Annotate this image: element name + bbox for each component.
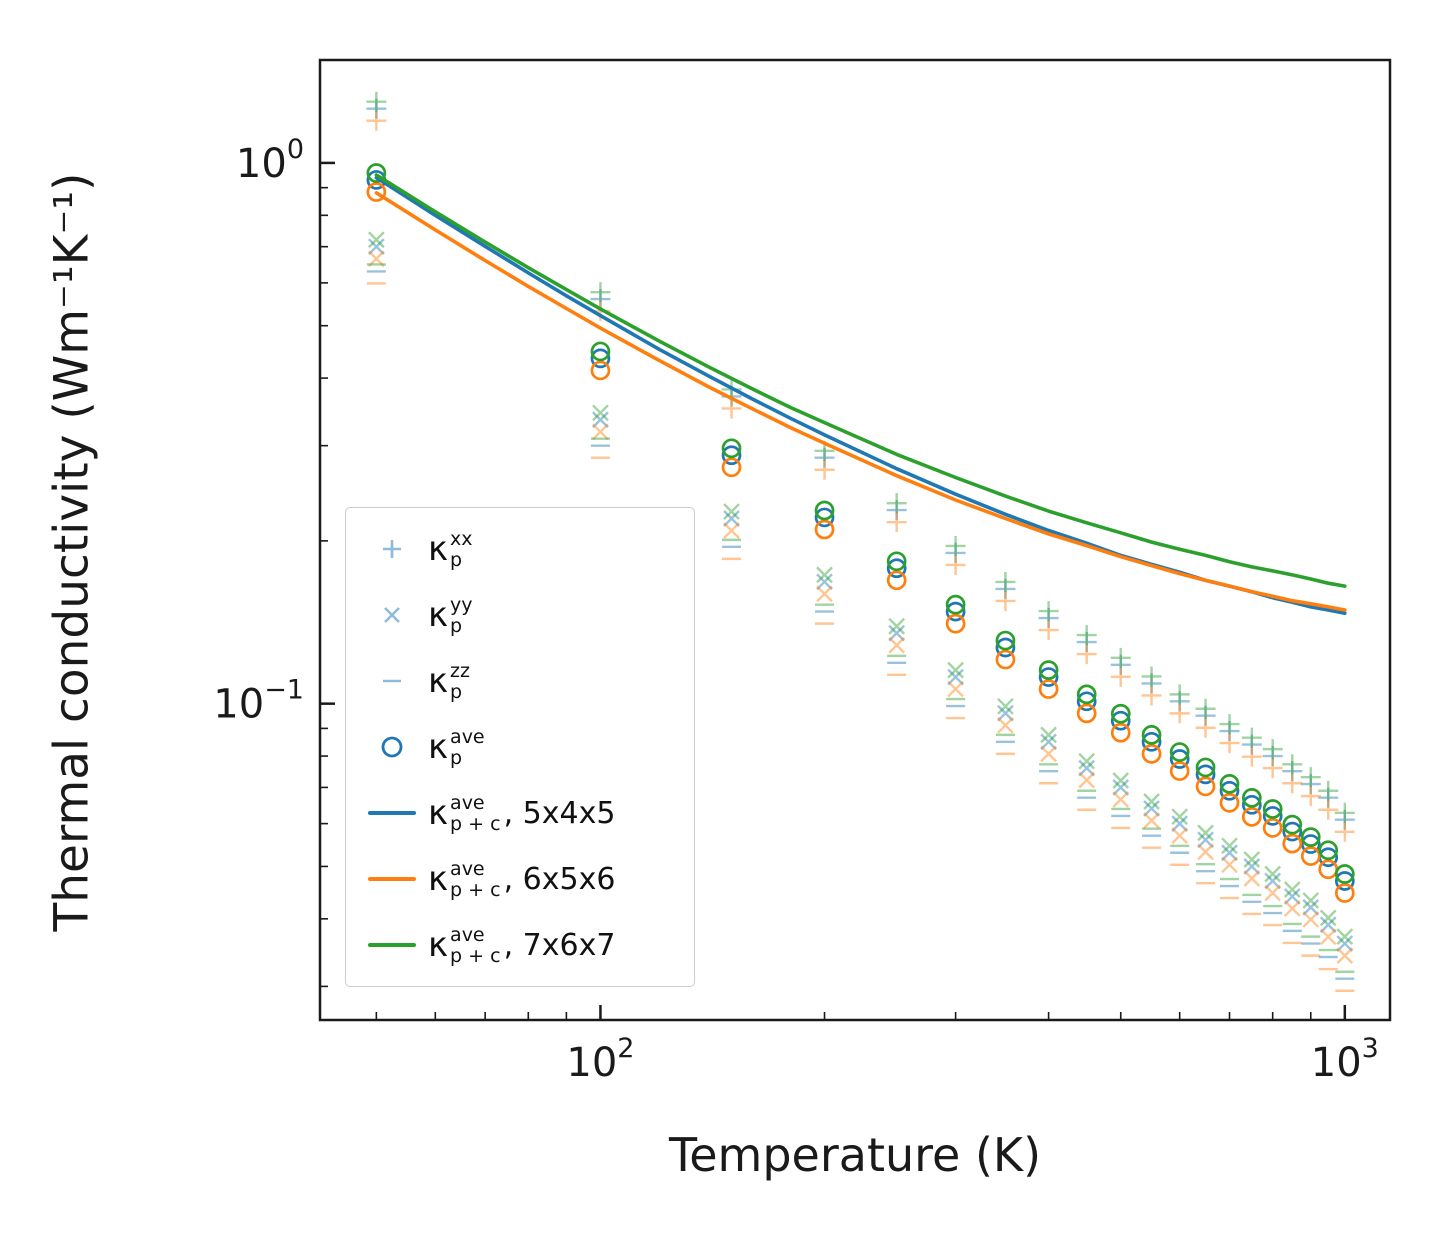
legend-label: κ xx p: [428, 527, 473, 571]
scatter-kappa_p_zz-7x6x7: [366, 263, 1355, 973]
legend-item-line-6x5x6: κ ave p + c, 6x5x6: [364, 852, 676, 906]
scatter-kappa_p_ave-7x6x7: [366, 163, 1355, 884]
orange-line-icon: [368, 877, 416, 881]
legend-label: κ ave p + c, 7x6x7: [428, 923, 616, 967]
legend-item-line-7x6x7: κ ave p + c, 7x6x7: [364, 918, 676, 972]
legend: κ xx p κ yy p κ zz p κ ave p κ ave p + c, 5x4x5: [345, 507, 695, 987]
legend-label: κ zz p: [428, 659, 470, 703]
scatter-kappa_p_zz-6x5x6: [366, 282, 1355, 992]
scatter-kappa_p_yy-7x6x7: [368, 231, 1354, 945]
legend-label: κ ave p + c, 6x5x6: [428, 857, 616, 901]
x-marker-icon: [384, 607, 400, 623]
legend-item-kappa-yy: κ yy p: [364, 588, 676, 642]
legend-item-line-5x4x5: κ ave p + c, 5x4x5: [364, 786, 676, 840]
legend-item-kappa-ave: κ ave p: [364, 720, 676, 774]
y-tick-label: 100: [236, 134, 304, 187]
scatter-kappa_p_xx-6x5x6: [366, 110, 1355, 842]
x-axis-label: Temperature (K): [668, 1128, 1042, 1182]
x-tick-label: 103: [1311, 1033, 1379, 1086]
scatter-kappa_p_yy-5x4x5: [368, 238, 1354, 952]
legend-label: κ yy p: [428, 593, 473, 637]
legend-label: κ ave p: [428, 725, 485, 769]
scatter-kappa_p_xx-7x6x7: [366, 91, 1355, 823]
blue-line-icon: [368, 811, 416, 815]
x-tick-label: 102: [566, 1033, 634, 1086]
plot-border: [318, 58, 1392, 1022]
scatter-kappa_p_ave-6x5x6: [366, 182, 1355, 903]
line-layer: [374, 173, 1347, 616]
scatter-kappa_p_ave-5x4x5: [366, 170, 1355, 891]
scatter-layer: [366, 91, 1355, 992]
scatter-kappa_p_yy-6x5x6: [368, 250, 1354, 964]
line-kappa_p+c_ave_7x6x7: [374, 173, 1347, 588]
green-line-icon: [368, 943, 416, 947]
scatter-kappa_p_zz-5x4x5: [366, 270, 1355, 980]
legend-item-kappa-xx: κ xx p: [364, 522, 676, 576]
ticks: [320, 161, 1347, 1020]
legend-item-kappa-zz: κ zz p: [364, 654, 676, 708]
legend-label: κ ave p + c, 5x4x5: [428, 791, 616, 835]
y-tick-label: 10−1: [213, 675, 304, 728]
y-axis-label: Thermal conductivity (Wm⁻¹K⁻¹): [44, 172, 100, 932]
circle-marker-icon: [381, 736, 403, 758]
plus-marker-icon: [383, 540, 401, 558]
line-kappa_p+c_ave_6x5x6: [374, 191, 1347, 612]
minus-marker-icon: [383, 679, 401, 683]
